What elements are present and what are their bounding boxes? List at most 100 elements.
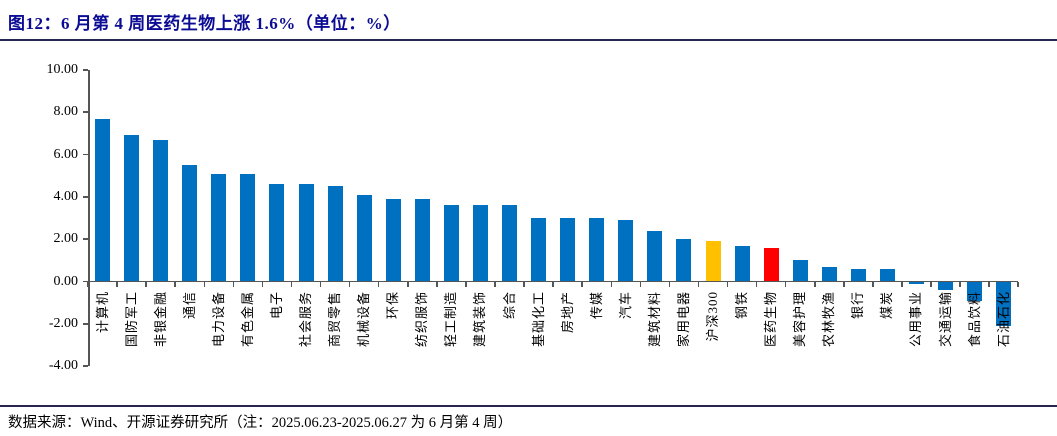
x-axis-label-国防军工: 国防军工 [123,291,139,348]
x-axis-tick [668,281,671,287]
bar-国防军工 [124,135,140,282]
x-axis-label-石油石化: 石油石化 [995,291,1011,348]
x-axis-tick [523,281,525,287]
x-axis-label-沪深300: 沪深300 [705,291,720,342]
x-axis-tick [610,281,612,287]
x-axis-tick [377,281,380,287]
bar-电力设备 [211,173,227,282]
bar-美容护理 [792,260,808,282]
bar-食品饮料 [967,281,983,301]
x-axis-tick [814,281,816,287]
x-axis-tick [87,281,89,287]
bar-沪深300 [705,241,721,282]
y-axis-line [88,69,90,367]
x-axis-label-电力设备: 电力设备 [210,291,226,348]
bar-电子 [269,184,285,282]
x-axis-label-非银金融: 非银金融 [152,291,168,348]
bar-纺织服饰 [414,198,430,282]
y-axis-tick [83,323,88,325]
x-axis-label-传媒: 传媒 [588,291,604,320]
x-axis-label-电子: 电子 [268,291,284,320]
x-axis-tick [552,281,554,287]
bar-机械设备 [356,194,372,282]
x-axis-label-基础化工: 基础化工 [530,291,546,348]
x-axis-tick [290,281,293,287]
bar-商贸零售 [327,186,343,282]
y-axis-tick [83,365,88,367]
bar-综合 [502,205,517,282]
x-axis-tick [697,281,700,287]
x-axis-tick [872,281,874,287]
y-axis-tick-label: 2.00 [53,231,79,247]
bar-交通运输 [938,281,954,290]
bar-非银金融 [153,139,169,282]
y-axis-tick-label: -4.00 [48,358,78,374]
bar-汽车 [618,220,634,282]
x-axis-tick [581,281,583,287]
bar-农林牧渔 [821,266,837,282]
x-axis-label-环保: 环保 [385,291,401,320]
x-axis-tick [726,281,729,287]
y-axis-tick-label: 4.00 [53,188,79,204]
x-axis-label-社会服务: 社会服务 [298,291,314,348]
data-source-note: 数据来源：Wind、开源证券研究所（注：2025.06.23-2025.06.2… [8,415,513,431]
y-axis-tick [83,69,88,71]
bar-家用电器 [676,239,692,282]
x-axis-label-商贸零售: 商贸零售 [327,291,343,348]
x-axis-label-公用事业: 公用事业 [908,291,924,348]
y-axis-tick [83,111,88,113]
x-axis-tick [319,281,322,287]
x-axis-label-轻工制造: 轻工制造 [443,291,459,348]
bar-通信 [182,165,198,282]
x-axis-label-煤炭: 煤炭 [879,291,895,320]
x-axis-label-计算机: 计算机 [94,291,110,334]
y-axis-tick [83,280,88,283]
bar-有色金属 [240,173,256,282]
bar-医药生物 [763,247,779,282]
x-axis-label-美容护理: 美容护理 [792,291,808,348]
y-axis-tick [83,196,88,198]
x-axis-label-农林牧渔: 农林牧渔 [821,291,837,348]
x-axis-tick [930,281,932,287]
y-axis-tick [83,238,88,240]
bar-计算机 [95,118,111,282]
bar-环保 [385,198,401,282]
x-axis-label-房地产: 房地产 [559,291,575,334]
y-axis-tick-label: 0.00 [53,273,79,289]
x-axis-tick [348,281,351,287]
x-axis-tick [116,281,118,287]
x-axis-label-汽车: 汽车 [617,291,633,320]
x-axis-label-建筑材料: 建筑材料 [646,291,662,348]
bar-建筑材料 [647,230,663,282]
y-axis-tick-label: 8.00 [53,104,79,120]
bar-公用事业 [908,281,924,284]
bar-建筑装饰 [472,205,488,282]
bar-银行 [850,268,866,282]
x-axis-label-有色金属: 有色金属 [239,291,255,348]
x-axis-tick [755,281,758,287]
x-axis-label-交通运输: 交通运输 [937,291,953,348]
x-axis-label-纺织服饰: 纺织服饰 [414,291,430,348]
figure-title: 图12：6 月第 4 周医药生物上涨 1.6%（单位：%） [8,14,401,33]
y-axis-tick-label: 6.00 [53,146,79,162]
x-axis-label-钢铁: 钢铁 [734,291,750,320]
footer-divider [0,405,1057,407]
x-axis-tick [174,281,176,287]
x-axis-tick [639,281,642,287]
bar-钢铁 [734,245,750,282]
title-divider [0,39,1057,41]
x-axis-tick [145,281,147,287]
x-axis-tick [1017,281,1019,287]
bar-石油石化 [996,281,1012,326]
x-axis-tick [203,281,206,287]
bar-煤炭 [879,268,895,282]
y-axis-tick [83,153,88,156]
x-axis-tick [494,281,496,287]
x-axis-label-建筑装饰: 建筑装饰 [472,291,488,348]
x-axis-tick [232,281,235,287]
x-axis-tick [784,281,787,287]
x-axis-label-综合: 综合 [501,291,517,320]
x-axis-label-医药生物: 医药生物 [763,291,779,348]
